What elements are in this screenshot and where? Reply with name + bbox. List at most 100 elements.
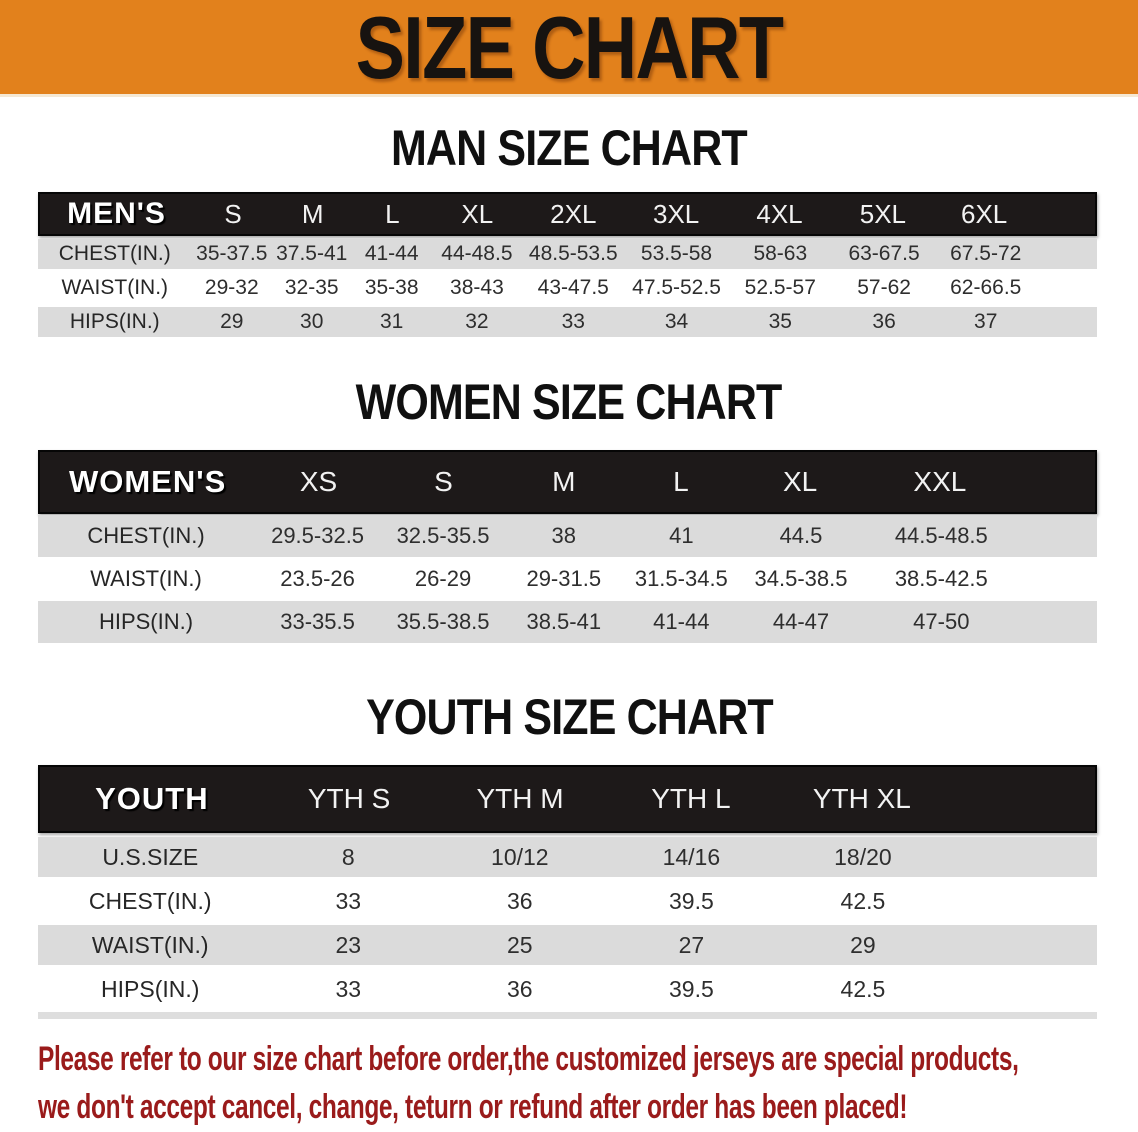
cell-value: 37 (974, 310, 998, 333)
cell-value: 33 (335, 975, 362, 1002)
cell-value: 29-31.5 (526, 566, 602, 591)
column-header: L (385, 198, 400, 229)
column-header: S (434, 466, 453, 497)
cell-value: 35.5-38.5 (396, 609, 490, 634)
row-label: WAIST(IN.) (61, 276, 169, 299)
section-heading-text-men: MAN SIZE CHART (391, 120, 748, 176)
column-header: 3XL (652, 198, 700, 229)
row-label: CHEST(IN.) (88, 887, 212, 914)
table-header-bar-women: WOMEN'S XS S M L XL XXL (38, 450, 1097, 514)
cell-value: 42.5 (840, 975, 886, 1002)
size-table-men: MEN'S S M L XL 2XL 3XL 4XL 5XL 6XL CHEST(IN.) 35-37… (38, 192, 1097, 337)
cell-value: 57-62 (857, 276, 911, 299)
cell-value: 29 (220, 310, 244, 333)
column-header: YTH S (307, 783, 391, 814)
column-header: L (673, 466, 689, 497)
cell-value: 37.5-41 (276, 242, 348, 265)
cell-value: 34 (664, 310, 689, 333)
cell-value: 43-47.5 (537, 276, 609, 299)
section-heading-text-youth: YOUTH SIZE CHART (365, 689, 774, 745)
column-header: XL (461, 198, 494, 229)
table-header-bar-youth: YOUTH YTH S YTH M YTH L YTH XL (38, 765, 1097, 833)
row-label: WAIST(IN.) (91, 931, 209, 958)
cell-value: 38.5-42.5 (894, 566, 988, 591)
cell-value: 62-66.5 (950, 276, 1022, 299)
disclaimer: Please refer to our size chart before or… (38, 1035, 1138, 1131)
banner: SIZE CHART (0, 0, 1138, 97)
cell-value: 41 (669, 523, 694, 548)
cell-value: 58-63 (753, 242, 808, 265)
table-row: CHEST(IN.) 33 36 39.5 42.5 (38, 881, 1097, 921)
cell-value: 23.5-26 (280, 566, 355, 591)
cell-value: 18/20 (834, 843, 892, 870)
cell-value: 42.5 (840, 887, 886, 914)
cell-value: 47.5-52.5 (632, 276, 721, 299)
table-row: CHEST(IN.) 35-37.5 37.5-41 41-44 44-48.5 48.5… (38, 239, 1097, 269)
row-label: CHEST(IN.) (87, 523, 205, 548)
cell-value: 32 (465, 310, 489, 333)
table-row: HIPS(IN.) 29 30 31 32 33 34 35 36 37 (38, 307, 1097, 337)
table-label-youth: YOUTH (95, 781, 209, 816)
table-row: CHEST(IN.) 29.5-32.5 32.5-35.5 38 41 44.5 44.5… (38, 515, 1097, 557)
table-row: WAIST(IN.) 23 25 27 29 (38, 925, 1097, 965)
cell-value: 33 (335, 887, 362, 914)
cell-value: 53.5-58 (640, 242, 713, 265)
row-label: CHEST(IN.) (58, 242, 171, 265)
cell-value: 44.5-48.5 (894, 523, 988, 548)
section-heading-women: WOMEN SIZE CHART (0, 374, 1138, 430)
cell-value: 32-35 (284, 276, 339, 299)
section-heading-text-women: WOMEN SIZE CHART (356, 374, 783, 430)
cell-value: 47-50 (913, 609, 970, 634)
column-header: XL (782, 466, 818, 497)
cell-value: 30 (300, 310, 324, 333)
size-table-women: WOMEN'S XS S M L XL XXL CHEST(IN.) 29.5-32.5 32.5… (38, 450, 1097, 643)
row-label: HIPS(IN.) (101, 975, 200, 1002)
cell-value: 32.5-35.5 (396, 523, 490, 548)
cell-value: 35-38 (364, 276, 419, 299)
column-header: M (301, 198, 324, 229)
cell-value: 41-44 (653, 609, 710, 634)
row-label: WAIST(IN.) (90, 566, 202, 591)
column-header: 4XL (756, 198, 803, 229)
cell-value: 31.5-34.5 (634, 566, 728, 591)
disclaimer-line-2: we don't accept cancel, change, teturn o… (38, 1088, 908, 1126)
cell-value: 44-48.5 (441, 242, 513, 265)
table-label-men: MEN'S (67, 197, 166, 230)
cell-value: 36 (507, 887, 533, 914)
cell-value: 26-29 (414, 566, 472, 591)
size-chart-sections: MAN SIZE CHART MEN'S S M L XL 2XL 3XL 4XL 5XL 6XL C… (0, 120, 1138, 1019)
cell-value: 29 (850, 931, 876, 958)
column-header: XS (299, 466, 338, 497)
table-bottom-strip (38, 1012, 1097, 1019)
cell-value: 63-67.5 (848, 242, 920, 265)
cell-value: 31 (379, 310, 404, 333)
cell-value: 44-47 (772, 609, 830, 634)
cell-value: 36 (507, 975, 533, 1002)
cell-value: 27 (678, 931, 705, 958)
column-header: 6XL (961, 198, 1008, 229)
cell-value: 38.5-41 (526, 609, 602, 634)
cell-value: 29-32 (204, 276, 259, 299)
cell-value: 35 (768, 310, 792, 333)
section-heading-men: MAN SIZE CHART (0, 120, 1138, 176)
cell-value: 23 (335, 931, 362, 958)
cell-value: 33 (561, 310, 585, 333)
row-label: HIPS(IN.) (69, 310, 160, 333)
table-row: HIPS(IN.) 33 36 39.5 42.5 (38, 969, 1097, 1009)
cell-value: 44.5 (779, 523, 823, 548)
page-title: SIZE CHART (355, 0, 784, 97)
cell-value: 52.5-57 (744, 276, 816, 299)
table-row: WAIST(IN.) 23.5-26 26-29 29-31.5 31.5-34.5 34… (38, 558, 1097, 600)
table-row: WAIST(IN.) 29-32 32-35 35-38 38-43 43-47.5 47.… (38, 273, 1097, 303)
table-row: U.S.SIZE 8 10/12 14/16 18/20 (38, 837, 1097, 877)
cell-value: 34.5-38.5 (754, 566, 848, 591)
column-header: YTH M (476, 783, 564, 814)
column-header: 5XL (859, 198, 906, 229)
cell-value: 39.5 (668, 887, 714, 914)
table-label-women: WOMEN'S (68, 464, 227, 499)
row-label: HIPS(IN.) (98, 609, 194, 634)
column-header: YTH XL (812, 783, 911, 814)
cell-value: 39.5 (668, 975, 714, 1002)
row-label: U.S.SIZE (102, 843, 199, 870)
cell-value: 35-37.5 (196, 242, 268, 265)
